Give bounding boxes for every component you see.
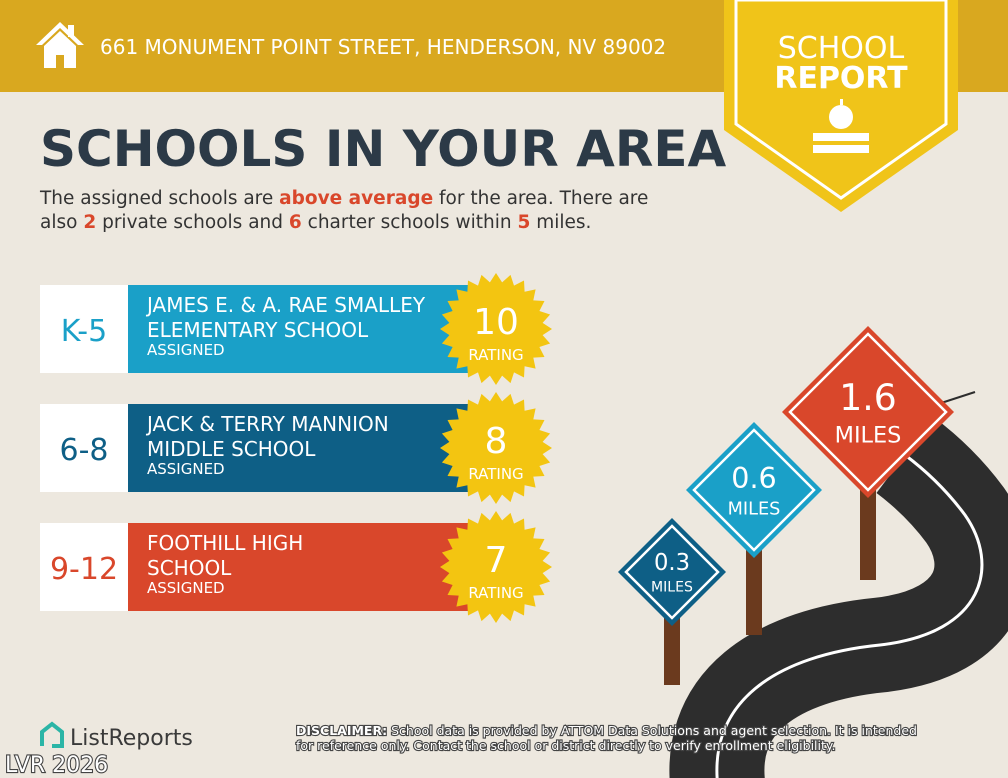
sign-unit: MILES: [835, 423, 902, 449]
school-name: JAMES E. & A. RAE SMALLEY: [145, 293, 426, 317]
school-status: ASSIGNED: [147, 579, 225, 597]
summary-text: also: [40, 212, 83, 233]
summary-emphasis: 6: [289, 212, 302, 233]
sign-unit: MILES: [728, 499, 781, 519]
grade-box: [40, 404, 128, 492]
address: 661 MONUMENT POINT STREET, HENDERSON, NV…: [100, 35, 666, 59]
grade-box: [40, 523, 128, 611]
summary-text: charter schools within: [302, 212, 518, 233]
rating: 8: [485, 421, 508, 462]
school-name: SCHOOL: [147, 556, 232, 580]
badge-bottom: REPORT: [774, 61, 908, 96]
sign-face: [618, 518, 726, 626]
disclaimer-label: DISCLAIMER:: [296, 723, 387, 738]
rating: 10: [473, 302, 519, 343]
watermark: LVR 2026: [5, 753, 108, 778]
disclaimer-line: DISCLAIMER: School data is provided by AT…: [296, 723, 917, 738]
disclaimer-text: for reference only. Contact the school o…: [296, 738, 835, 753]
rating-label: RATING: [468, 465, 523, 483]
school-bar: [128, 523, 473, 611]
sign-border: [624, 524, 720, 620]
brand-logo: ListReports: [40, 721, 193, 751]
summary: The assigned schools are above average f…: [39, 188, 648, 233]
rating-seal: [440, 392, 552, 504]
school-name: FOOTHILL HIGH: [147, 531, 303, 555]
brand: ListReports: [70, 726, 193, 751]
summary-line: also 2 private schools and 6 charter sch…: [40, 212, 591, 233]
sign-distance: 1.6: [839, 376, 896, 419]
summary-line: The assigned schools are above average f…: [39, 188, 648, 209]
sign-border: [692, 428, 816, 552]
summary-text: for the area. There are: [433, 188, 648, 209]
sign-face: [686, 422, 822, 558]
school-name: JACK & TERRY MANNION: [145, 412, 389, 436]
sign-distance: 0.6: [731, 461, 776, 495]
grades: K-5: [61, 314, 107, 349]
rating-seal: [440, 511, 552, 623]
disclaimer-text: School data is provided by ATTOM Data So…: [391, 723, 917, 738]
summary-emphasis: 5: [517, 212, 530, 233]
sign-border: [788, 332, 948, 492]
sign-unit: MILES: [651, 579, 693, 595]
school-bar: [128, 285, 473, 373]
school-bar: [128, 404, 473, 492]
summary-text: miles.: [530, 212, 591, 233]
school-status: ASSIGNED: [147, 460, 225, 478]
badge: SCHOOL REPORT: [724, 0, 958, 212]
sign-face: [782, 326, 954, 498]
grades: 6-8: [60, 433, 109, 468]
school-status: ASSIGNED: [147, 341, 225, 359]
rating-label: RATING: [468, 584, 523, 602]
distance-sign: 1.6 MILES: [782, 326, 954, 580]
rating-label: RATING: [468, 346, 523, 364]
grade-box: [40, 285, 128, 373]
summary-text: private schools and: [96, 212, 289, 233]
title: SCHOOLS IN YOUR AREA: [40, 120, 726, 178]
badge-top: SCHOOL: [778, 31, 905, 66]
distance-sign: 0.3 MILES: [618, 518, 726, 685]
rating: 7: [485, 540, 508, 581]
sign-distance: 0.3: [654, 550, 690, 576]
summary-text: The assigned schools are: [39, 188, 279, 209]
summary-emphasis: 2: [83, 212, 96, 233]
school-name: MIDDLE SCHOOL: [147, 437, 316, 461]
grades: 9-12: [50, 552, 118, 587]
signs: 0.3 MILES 0.6 MILES 1.6 MILES: [618, 326, 954, 685]
rating-seal: [440, 273, 552, 385]
house-icon: [36, 22, 84, 68]
school-name: ELEMENTARY SCHOOL: [147, 318, 369, 342]
distance-sign: 0.6 MILES: [686, 422, 822, 635]
summary-emphasis: above average: [279, 188, 433, 209]
